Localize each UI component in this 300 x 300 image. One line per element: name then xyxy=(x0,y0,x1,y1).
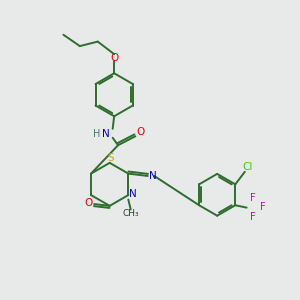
Text: N: N xyxy=(129,189,137,199)
Text: O: O xyxy=(136,127,145,137)
Text: F: F xyxy=(250,212,256,222)
Text: O: O xyxy=(110,53,118,63)
Text: H: H xyxy=(94,129,101,139)
Text: Cl: Cl xyxy=(242,162,252,172)
Text: F: F xyxy=(250,193,256,203)
Text: CH₃: CH₃ xyxy=(123,209,140,218)
Text: F: F xyxy=(260,202,266,212)
Text: O: O xyxy=(84,199,92,208)
Text: N: N xyxy=(149,171,157,181)
Text: S: S xyxy=(107,153,114,163)
Text: N: N xyxy=(102,129,110,139)
